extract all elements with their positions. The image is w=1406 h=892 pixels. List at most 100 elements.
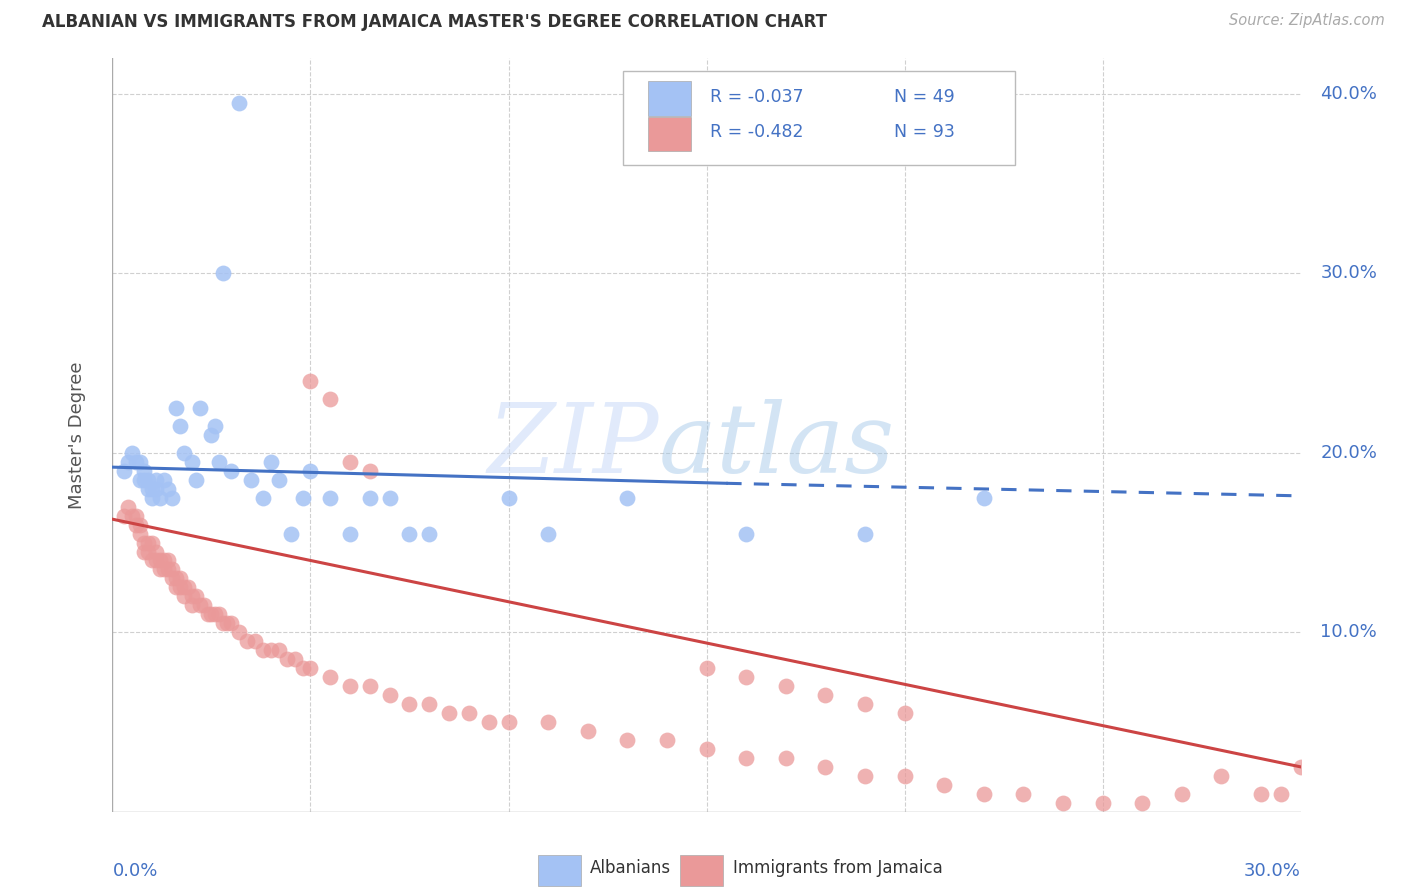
Point bbox=[125, 455, 148, 469]
Point bbox=[177, 581, 200, 595]
Point bbox=[156, 482, 179, 496]
Point bbox=[112, 464, 135, 478]
Point bbox=[339, 679, 361, 693]
Point bbox=[437, 706, 460, 720]
Point bbox=[200, 428, 222, 442]
Point bbox=[319, 491, 342, 505]
Point bbox=[280, 526, 302, 541]
Point bbox=[219, 616, 242, 631]
Point bbox=[299, 661, 322, 675]
Point bbox=[378, 491, 401, 505]
Point bbox=[134, 544, 156, 558]
Point bbox=[136, 535, 159, 549]
FancyBboxPatch shape bbox=[648, 117, 692, 152]
Point bbox=[180, 590, 202, 604]
Point bbox=[260, 455, 283, 469]
Point bbox=[129, 517, 152, 532]
Point bbox=[136, 544, 159, 558]
Point bbox=[814, 688, 837, 702]
Point bbox=[228, 95, 250, 110]
Point bbox=[180, 599, 202, 613]
Point bbox=[398, 697, 420, 711]
Point bbox=[284, 652, 307, 666]
Point bbox=[1250, 787, 1272, 801]
Point bbox=[188, 401, 211, 415]
Text: ALBANIAN VS IMMIGRANTS FROM JAMAICA MASTER'S DEGREE CORRELATION CHART: ALBANIAN VS IMMIGRANTS FROM JAMAICA MAST… bbox=[42, 13, 827, 31]
Point bbox=[260, 643, 283, 657]
Point bbox=[141, 535, 163, 549]
Point bbox=[129, 526, 152, 541]
Point bbox=[735, 526, 758, 541]
Point bbox=[125, 508, 148, 523]
Text: N = 49: N = 49 bbox=[894, 88, 955, 106]
Point bbox=[169, 418, 191, 433]
Point bbox=[165, 401, 187, 415]
Point bbox=[121, 508, 143, 523]
Point bbox=[814, 760, 837, 774]
Point bbox=[243, 634, 266, 648]
Point bbox=[498, 714, 520, 729]
Point bbox=[134, 535, 156, 549]
Point bbox=[145, 553, 167, 567]
Point bbox=[267, 643, 290, 657]
Point bbox=[478, 714, 501, 729]
Point bbox=[616, 733, 638, 747]
Text: R = -0.482: R = -0.482 bbox=[710, 123, 804, 141]
Text: 40.0%: 40.0% bbox=[1320, 85, 1378, 103]
Point bbox=[359, 464, 381, 478]
Point bbox=[775, 751, 797, 765]
Point bbox=[299, 464, 322, 478]
Point bbox=[616, 491, 638, 505]
FancyBboxPatch shape bbox=[623, 70, 1015, 165]
Point bbox=[228, 625, 250, 640]
Point bbox=[576, 723, 599, 738]
Point bbox=[1170, 787, 1192, 801]
Text: Immigrants from Jamaica: Immigrants from Jamaica bbox=[733, 859, 942, 877]
Text: R = -0.037: R = -0.037 bbox=[710, 88, 804, 106]
Point bbox=[893, 769, 915, 783]
Point bbox=[1211, 769, 1233, 783]
Point bbox=[299, 374, 322, 388]
Text: 30.0%: 30.0% bbox=[1320, 264, 1378, 283]
Point bbox=[165, 581, 187, 595]
Point bbox=[204, 418, 226, 433]
Point bbox=[173, 446, 195, 460]
Point bbox=[276, 652, 298, 666]
Point bbox=[252, 643, 274, 657]
Point bbox=[129, 473, 152, 487]
Point bbox=[184, 590, 207, 604]
Point bbox=[1289, 760, 1312, 774]
Text: 20.0%: 20.0% bbox=[1320, 444, 1378, 462]
Point bbox=[156, 553, 179, 567]
Text: atlas: atlas bbox=[659, 399, 896, 493]
Point bbox=[145, 473, 167, 487]
Text: 0.0%: 0.0% bbox=[112, 862, 157, 880]
FancyBboxPatch shape bbox=[538, 855, 581, 887]
Point bbox=[973, 787, 995, 801]
Point bbox=[188, 599, 211, 613]
Point bbox=[418, 697, 440, 711]
Point bbox=[134, 473, 156, 487]
Point bbox=[1012, 787, 1035, 801]
Point bbox=[291, 661, 314, 675]
Point bbox=[208, 607, 231, 622]
Point bbox=[267, 473, 290, 487]
Point bbox=[655, 733, 678, 747]
Point bbox=[212, 266, 235, 280]
Point bbox=[145, 482, 167, 496]
Point bbox=[735, 751, 758, 765]
Point bbox=[973, 491, 995, 505]
Point bbox=[160, 491, 183, 505]
Point bbox=[696, 742, 718, 756]
Point bbox=[141, 491, 163, 505]
Point bbox=[145, 544, 167, 558]
Point bbox=[141, 553, 163, 567]
Point bbox=[418, 526, 440, 541]
Point bbox=[1091, 796, 1114, 810]
Point bbox=[537, 526, 560, 541]
Point bbox=[134, 464, 156, 478]
Text: ZIP: ZIP bbox=[488, 399, 659, 493]
Point bbox=[219, 464, 242, 478]
Point bbox=[153, 473, 176, 487]
Point bbox=[184, 473, 207, 487]
